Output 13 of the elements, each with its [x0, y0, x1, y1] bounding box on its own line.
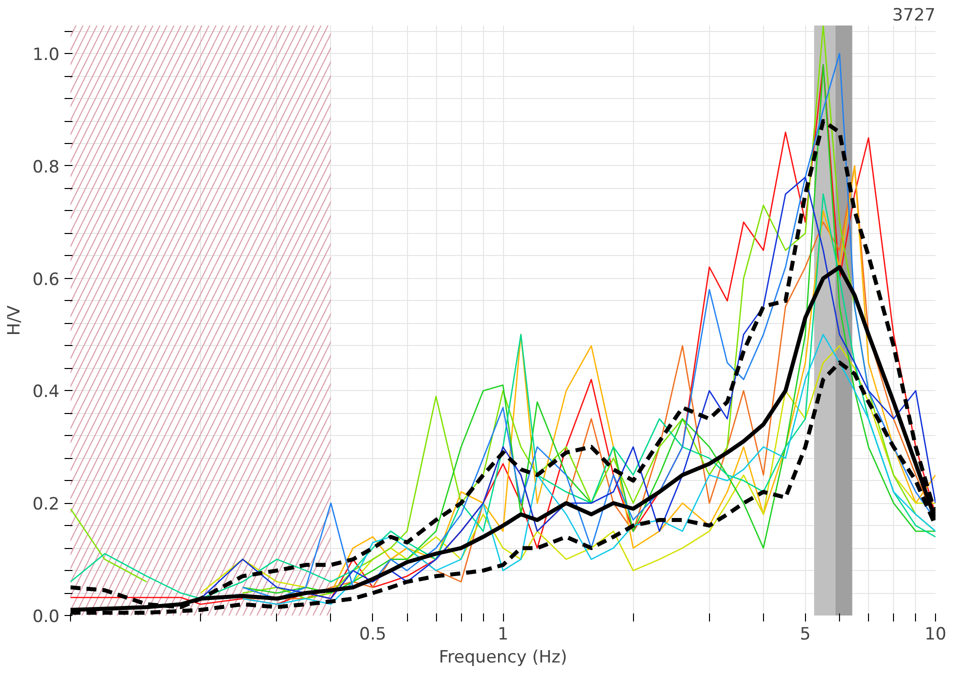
x-tick-label: 1	[498, 624, 508, 644]
x-tick-label: 5	[800, 624, 811, 644]
y-axis-title: H/V	[4, 305, 24, 336]
x-axis-title: Frequency (Hz)	[438, 648, 568, 668]
x-tick-label: 10	[924, 624, 946, 644]
y-tick-label: 0.6	[32, 270, 60, 290]
y-tick-label: 1.0	[32, 45, 60, 66]
x-tick-label: 0.5	[359, 624, 386, 644]
y-tick-label: 0.4	[32, 382, 60, 402]
y-tick-label: 0.8	[32, 157, 60, 178]
chart-title: 3727	[892, 6, 936, 26]
y-tick-label: 0.2	[32, 494, 60, 515]
y-tick-label: 0.0	[32, 607, 60, 627]
